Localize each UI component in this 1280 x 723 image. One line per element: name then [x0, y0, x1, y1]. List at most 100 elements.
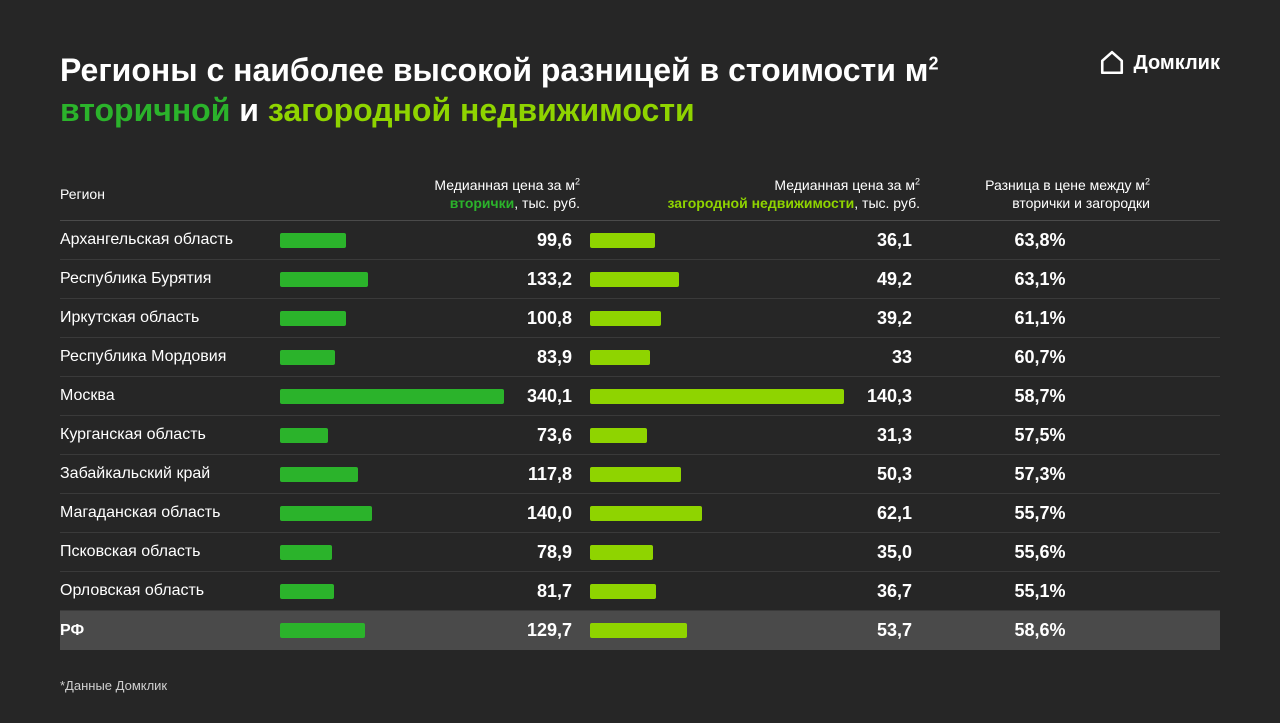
- diff-value: 57,5%: [930, 425, 1150, 446]
- country-bar: [590, 467, 681, 482]
- column-region: Регион: [60, 185, 270, 203]
- region-name: Архангельская область: [60, 231, 270, 249]
- region-name: Забайкальский край: [60, 465, 270, 483]
- secondary-value: 117,8: [514, 464, 572, 485]
- country-cell: 36,1: [590, 230, 920, 251]
- secondary-value: 340,1: [514, 386, 572, 407]
- totals-secondary-bar: [280, 623, 365, 638]
- secondary-value: 99,6: [514, 230, 572, 251]
- table-row: Забайкальский край 117,8 50,3 57,3%: [60, 455, 1220, 494]
- secondary-cell: 99,6: [280, 230, 580, 251]
- title-sup: 2: [928, 53, 938, 73]
- secondary-value: 140,0: [514, 503, 572, 524]
- totals-row: РФ 129,7 53,7 58,6%: [60, 611, 1220, 650]
- country-value: 35,0: [854, 542, 912, 563]
- table-row: Иркутская область 100,8 39,2 61,1%: [60, 299, 1220, 338]
- country-cell: 33: [590, 347, 920, 368]
- table-header: Регион Медианная цена за м2 вторички, ты…: [60, 176, 1220, 221]
- secondary-cell: 81,7: [280, 581, 580, 602]
- table-row: Москва 340,1 140,3 58,7%: [60, 377, 1220, 416]
- secondary-bar: [280, 467, 358, 482]
- title-accent-country: загородной недвижимости: [268, 92, 695, 128]
- table-row: Магаданская область140,062,155,7%: [60, 494, 1220, 533]
- region-name: Орловская область: [60, 582, 270, 600]
- country-value: 49,2: [854, 269, 912, 290]
- table-row: Курганская область73,631,357,5%: [60, 416, 1220, 455]
- country-bar: [590, 272, 679, 287]
- country-bar: [590, 311, 661, 326]
- diff-value: 60,7%: [930, 347, 1150, 368]
- region-name: Магаданская область: [60, 504, 270, 522]
- diff-value: 61,1%: [930, 308, 1150, 329]
- table-row: Республика Бурятия 133,2 49,2 63,1%: [60, 260, 1220, 299]
- secondary-value: 133,2: [514, 269, 572, 290]
- totals-country-cell: 53,7: [590, 620, 920, 641]
- secondary-cell: 140,0: [280, 503, 580, 524]
- table-row: Архангельская область 99,6 36,1 63,8%: [60, 221, 1220, 260]
- diff-value: 55,6%: [930, 542, 1150, 563]
- brand-name: Домклик: [1133, 52, 1220, 75]
- totals-region: РФ: [60, 622, 270, 640]
- secondary-value: 83,9: [514, 347, 572, 368]
- column-secondary: Медианная цена за м2 вторички, тыс. руб.: [280, 176, 580, 212]
- title-accent-secondary: вторичной: [60, 92, 230, 128]
- table-row: Орловская область81,736,755,1%: [60, 572, 1220, 611]
- country-cell: 49,2: [590, 269, 920, 290]
- country-bar: [590, 584, 656, 599]
- secondary-bar: [280, 545, 332, 560]
- totals-country-value: 53,7: [854, 620, 912, 641]
- secondary-bar: [280, 389, 504, 404]
- secondary-cell: 117,8: [280, 464, 580, 485]
- secondary-bar: [280, 350, 335, 365]
- totals-secondary-cell: 129,7: [280, 620, 580, 641]
- country-value: 31,3: [854, 425, 912, 446]
- title-line1: Регионы с наиболее высокой разницей в ст…: [60, 52, 928, 88]
- country-cell: 140,3: [590, 386, 920, 407]
- country-cell: 39,2: [590, 308, 920, 329]
- diff-value: 63,8%: [930, 230, 1150, 251]
- secondary-bar: [280, 311, 346, 326]
- country-bar: [590, 350, 650, 365]
- secondary-bar: [280, 506, 372, 521]
- region-name: Москва: [60, 387, 270, 405]
- secondary-cell: 83,9: [280, 347, 580, 368]
- secondary-value: 78,9: [514, 542, 572, 563]
- region-name: Иркутская область: [60, 309, 270, 327]
- secondary-cell: 133,2: [280, 269, 580, 290]
- country-value: 36,1: [854, 230, 912, 251]
- country-value: 140,3: [854, 386, 912, 407]
- diff-value: 63,1%: [930, 269, 1150, 290]
- secondary-cell: 100,8: [280, 308, 580, 329]
- country-cell: 31,3: [590, 425, 920, 446]
- country-value: 33: [854, 347, 912, 368]
- house-icon: [1099, 50, 1125, 76]
- column-country: Медианная цена за м2 загородной недвижим…: [590, 176, 920, 212]
- header: Регионы с наиболее высокой разницей в ст…: [60, 50, 1220, 130]
- country-bar: [590, 428, 647, 443]
- country-bar: [590, 389, 844, 404]
- totals-secondary-value: 129,7: [514, 620, 572, 641]
- country-cell: 35,0: [590, 542, 920, 563]
- region-name: Республика Бурятия: [60, 270, 270, 288]
- secondary-bar: [280, 272, 368, 287]
- country-value: 36,7: [854, 581, 912, 602]
- country-value: 62,1: [854, 503, 912, 524]
- secondary-value: 100,8: [514, 308, 572, 329]
- country-value: 39,2: [854, 308, 912, 329]
- region-name: Псковская область: [60, 543, 270, 561]
- secondary-cell: 78,9: [280, 542, 580, 563]
- secondary-value: 81,7: [514, 581, 572, 602]
- footnote: *Данные Домклик: [60, 678, 1220, 693]
- country-bar: [590, 233, 655, 248]
- column-diff: Разница в цене между м2 вторички и загор…: [930, 176, 1150, 212]
- table-row: Республика Мордовия 83,9 33 60,7%: [60, 338, 1220, 377]
- secondary-value: 73,6: [514, 425, 572, 446]
- diff-value: 58,7%: [930, 386, 1150, 407]
- secondary-cell: 340,1: [280, 386, 580, 407]
- diff-value: 57,3%: [930, 464, 1150, 485]
- country-cell: 50,3: [590, 464, 920, 485]
- country-cell: 36,7: [590, 581, 920, 602]
- page-title: Регионы с наиболее высокой разницей в ст…: [60, 50, 938, 130]
- region-name: Республика Мордовия: [60, 348, 270, 366]
- table-row: Псковская область 78,9 35,0 55,6%: [60, 533, 1220, 572]
